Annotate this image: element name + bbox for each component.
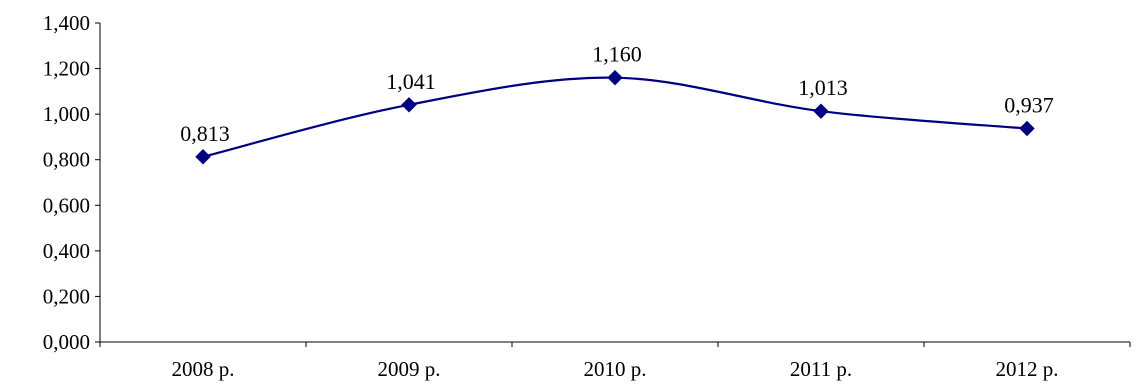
data-point-marker [195, 149, 211, 165]
y-tick-label: 0,800 [43, 148, 90, 172]
y-tick-label: 1,400 [43, 11, 90, 35]
x-axis: 2008 р. 2009 р. 2010 р. 2011 р. 2012 р. [99, 341, 1131, 381]
y-tick-label: 0,400 [43, 239, 90, 263]
y-tick-label: 0,200 [43, 284, 90, 308]
x-tick-label: 2011 р. [790, 357, 852, 381]
data-label: 0,813 [180, 121, 230, 146]
series-line [202, 76, 1028, 158]
data-label: 1,041 [386, 69, 436, 94]
data-point-marker [1019, 120, 1035, 137]
data-labels: 0,813 1,041 1,160 1,013 0,937 [180, 42, 1054, 146]
data-point-marker [607, 69, 623, 86]
y-axis: 0,000 0,200 0,400 0,600 0,800 1,000 1,200 1,400 [43, 11, 101, 354]
x-tick-label: 2009 р. [378, 357, 441, 381]
data-label: 1,160 [592, 42, 642, 67]
x-tick-label: 2012 р. [996, 357, 1059, 381]
data-series [195, 69, 1035, 165]
data-label: 1,013 [798, 75, 848, 100]
y-tick-label: 0,600 [43, 193, 90, 217]
data-point-marker [813, 103, 829, 119]
y-tick-label: 1,000 [43, 102, 90, 126]
data-label: 0,937 [1004, 92, 1054, 117]
y-tick-label: 0,000 [43, 330, 90, 354]
x-tick-label: 2008 р. [172, 357, 235, 381]
x-tick-label: 2010 р. [584, 357, 647, 381]
data-point-marker [401, 97, 417, 113]
y-tick-label: 1,200 [43, 57, 90, 81]
